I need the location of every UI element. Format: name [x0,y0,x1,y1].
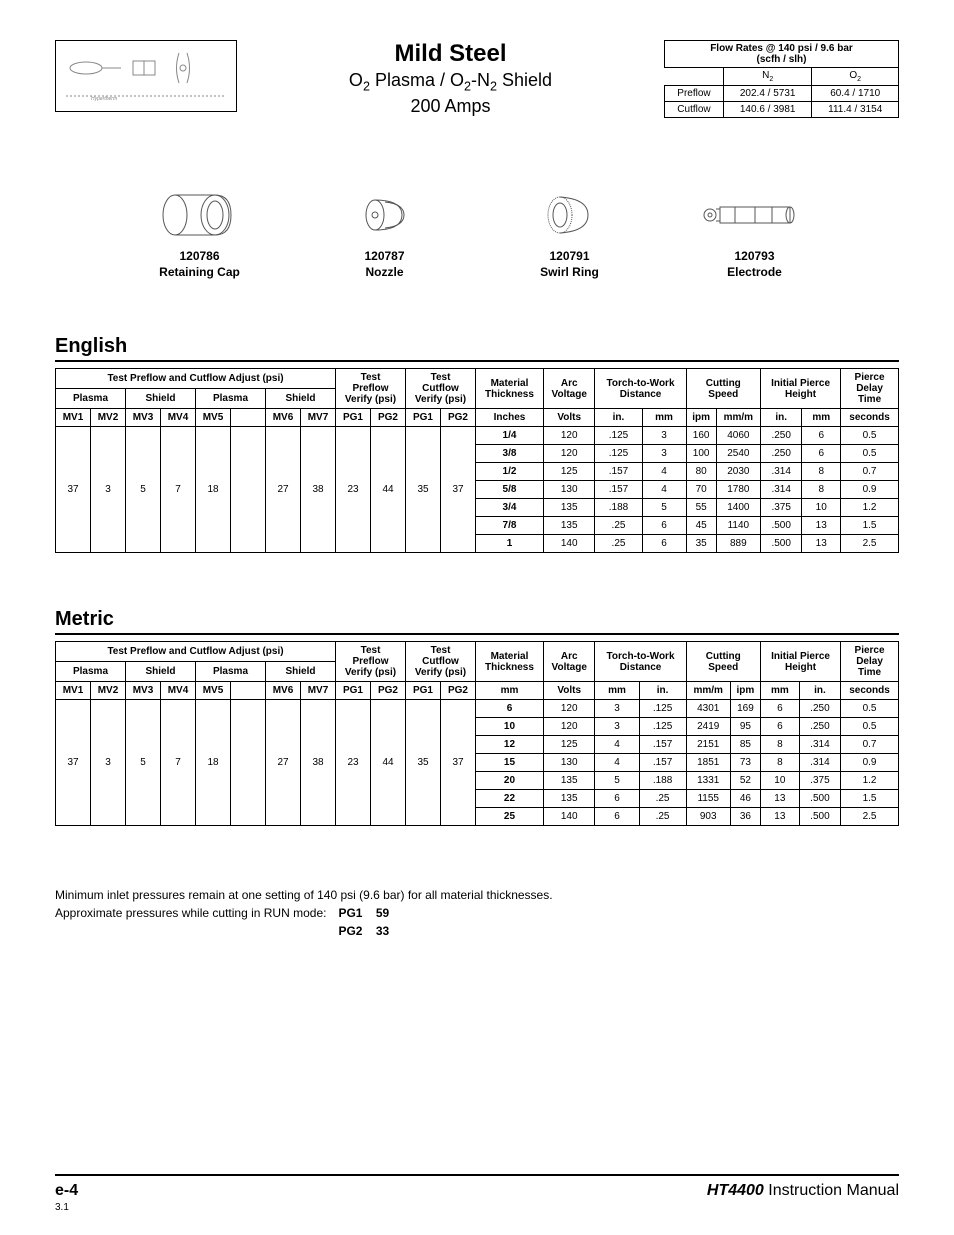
english-cut-chart: Test Preflow and Cutflow Adjust (psi)Tes… [55,368,899,553]
page-title-block: Mild Steel O2 Plasma / O2-N2 Shield 200 … [267,40,634,117]
section-heading-english: English [55,335,899,362]
flow-row: Cutflow140.6 / 3981111.4 / 3154 [665,102,899,118]
title-material: Mild Steel [267,40,634,68]
part-electrode: 120793Electrode [690,188,820,280]
part-nozzle: 120787Nozzle [320,188,450,280]
flow-gas1: N2 [723,68,812,86]
svg-text:Hypertherm: Hypertherm [91,96,117,102]
page-number: e-4 [55,1182,78,1200]
flow-row: Preflow202.4 / 573160.4 / 1710 [665,86,899,102]
flow-rates-table: Flow Rates @ 140 psi / 9.6 bar (scfh / s… [664,40,899,118]
torch-diagram-icon: Hypertherm [55,40,237,112]
section-heading-metric: Metric [55,608,899,635]
page-footer: e-4 HT4400 Instruction Manual 3.1 [55,1174,899,1213]
metric-cut-chart: Test Preflow and Cutflow Adjust (psi)Tes… [55,641,899,826]
footnotes: Minimum inlet pressures remain at one se… [55,886,899,940]
swirl-ring-icon [542,193,597,238]
header-row: Hypertherm Mild Steel O2 Plasma / O2-N2 … [55,40,899,118]
title-process: O2 Plasma / O2-N2 Shield [267,70,634,94]
flow-gas2: O2 [812,68,899,86]
manual-title: HT4400 Instruction Manual [707,1182,899,1200]
retaining-cap-icon [155,188,245,243]
note-run-mode: Approximate pressures while cutting in R… [55,904,326,940]
electrode-icon [700,203,810,228]
revision: 3.1 [55,1202,899,1213]
part-swirl-ring: 120791Swirl Ring [505,188,635,280]
note-inlet-pressure: Minimum inlet pressures remain at one se… [55,886,899,904]
nozzle-icon [357,193,412,238]
title-amperage: 200 Amps [267,96,634,117]
part-retaining-cap: 120786Retaining Cap [135,188,265,280]
consumables-row: 120786Retaining Cap 120787Nozzle [55,188,899,280]
flow-title: Flow Rates @ 140 psi / 9.6 bar (scfh / s… [665,41,899,68]
